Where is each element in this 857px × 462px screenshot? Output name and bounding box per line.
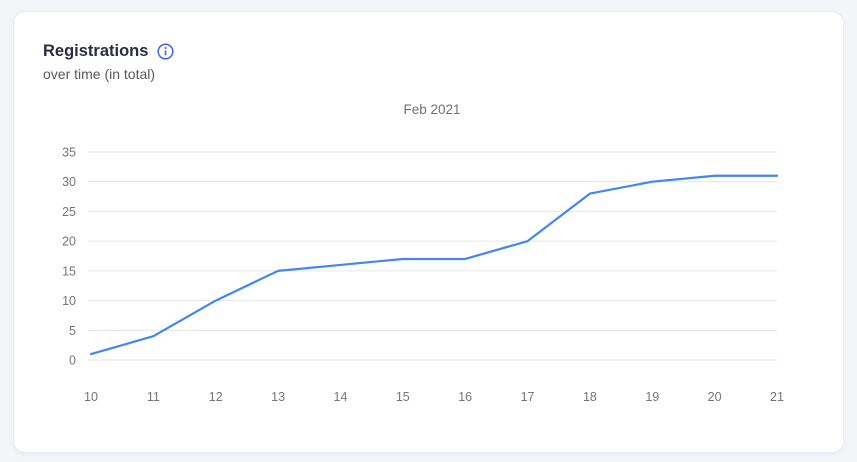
x-tick-label: 14 [334,390,348,404]
x-tick-label: 18 [583,390,597,404]
card-header: Registrations [43,42,174,62]
y-tick-label: 30 [62,175,76,189]
chart-title: Feb 2021 [403,102,460,117]
x-tick-label: 16 [458,390,472,404]
x-tick-label: 11 [147,390,160,404]
x-tick-label: 17 [521,390,535,404]
info-icon[interactable] [157,43,174,60]
x-tick-label: 12 [209,390,223,404]
x-tick-label: 13 [271,390,285,404]
y-tick-label: 10 [62,294,76,308]
y-tick-label: 35 [62,146,76,160]
series-line[interactable] [89,174,779,356]
y-tick-label: 25 [62,205,76,219]
card-title: Registrations [43,42,149,60]
y-tick-label: 5 [69,324,76,338]
chart-plot-area: 0 5 10 15 20 25 30 35 10 11 12 13 14 15 16 17 18 19 20 21 [62,146,784,405]
y-tick-label: 15 [62,264,76,278]
x-tick-label: 10 [84,390,98,404]
card-subtitle: over time (in total) [43,66,156,82]
x-tick-label: 20 [708,390,722,404]
x-tick-label: 21 [770,390,784,404]
x-tick-label: 15 [396,390,410,404]
registrations-chart: Feb 2021 0 5 10 15 20 25 30 35 10 11 12 13 14 15 16 17 1… [62,102,784,405]
x-tick-label: 19 [645,390,659,404]
y-tick-label: 0 [69,354,76,368]
y-tick-label: 20 [62,235,76,249]
registrations-card: Registrations over time (in total) Feb 2… [13,11,844,453]
